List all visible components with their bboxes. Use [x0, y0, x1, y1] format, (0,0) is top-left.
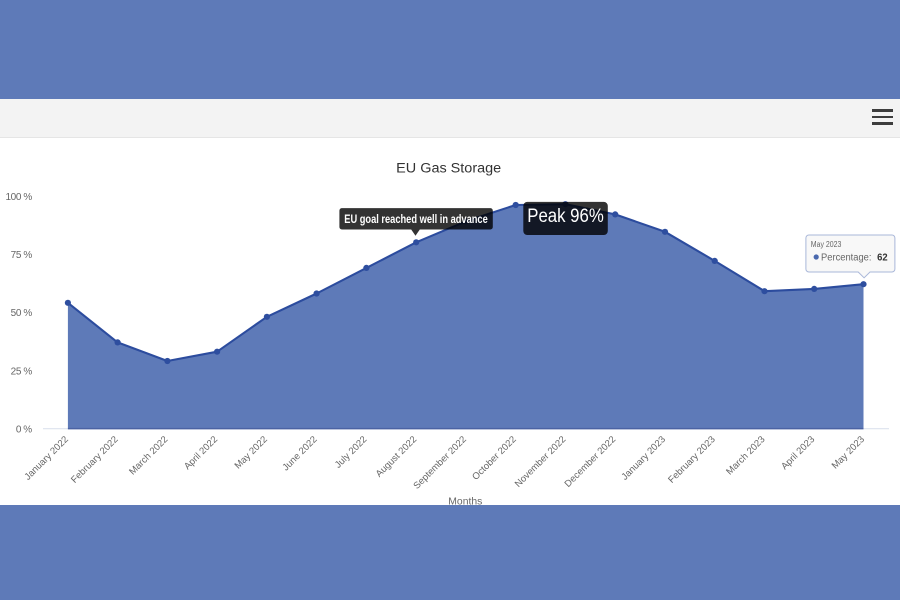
svg-text:50 %: 50 % — [11, 308, 33, 319]
svg-text:Peak 96%: Peak 96% — [527, 206, 604, 227]
svg-text:25 %: 25 % — [11, 366, 33, 377]
svg-text:October 2022: October 2022 — [470, 434, 518, 482]
svg-text:January 2023: January 2023 — [620, 434, 668, 482]
svg-text:May 2022: May 2022 — [233, 434, 270, 471]
svg-text:75 %: 75 % — [11, 250, 33, 261]
svg-text:EU Gas Storage: EU Gas Storage — [396, 161, 501, 177]
svg-text:March 2023: March 2023 — [724, 434, 767, 477]
svg-text:May 2023: May 2023 — [811, 240, 842, 249]
svg-text:December 2022: December 2022 — [563, 434, 619, 490]
svg-text:August 2022: August 2022 — [374, 434, 420, 480]
svg-text:February 2023: February 2023 — [666, 434, 717, 485]
svg-text:July 2022: July 2022 — [333, 434, 370, 471]
svg-text:January 2022: January 2022 — [22, 434, 70, 482]
svg-text:March 2022: March 2022 — [127, 434, 170, 477]
svg-text:April 2022: April 2022 — [182, 434, 220, 472]
svg-text:May 2023: May 2023 — [830, 434, 867, 471]
svg-text:62: 62 — [877, 253, 888, 264]
svg-text:April 2023: April 2023 — [779, 434, 817, 472]
svg-text:November 2022: November 2022 — [513, 434, 569, 490]
svg-text:September 2022: September 2022 — [411, 434, 468, 491]
svg-text:Percentage:: Percentage: — [821, 253, 872, 264]
svg-text:0 %: 0 % — [16, 425, 32, 436]
svg-text:June 2022: June 2022 — [280, 434, 319, 473]
svg-text:February 2022: February 2022 — [69, 434, 120, 485]
svg-text:EU goal reached well in advanc: EU goal reached well in advance — [344, 212, 488, 226]
svg-text:100 %: 100 % — [6, 192, 33, 203]
svg-text:Months: Months — [448, 497, 482, 505]
